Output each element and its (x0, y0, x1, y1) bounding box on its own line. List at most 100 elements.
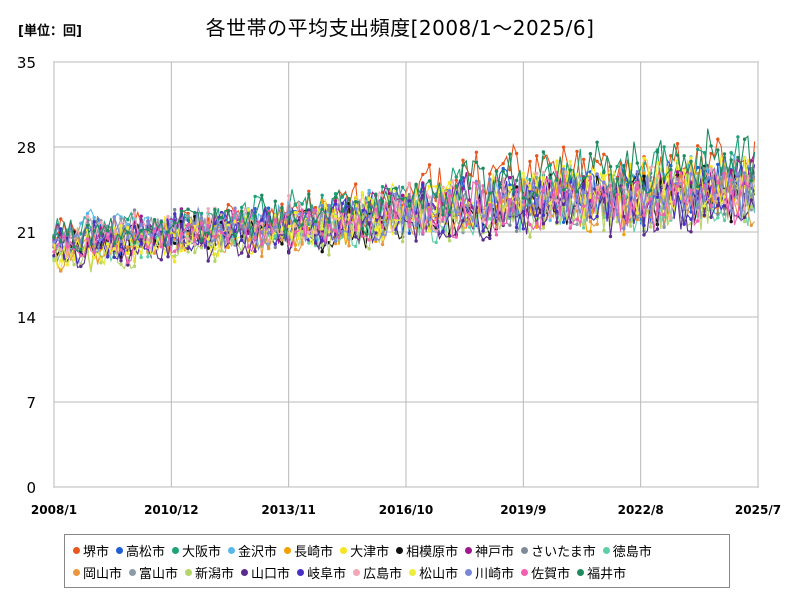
data-point (561, 164, 566, 168)
data-point (59, 252, 63, 256)
data-point (99, 231, 103, 236)
data-point (246, 245, 251, 249)
data-point (354, 207, 358, 211)
data-point (394, 186, 398, 190)
data-point (186, 237, 190, 241)
data-point (635, 215, 639, 219)
data-point (139, 228, 143, 232)
data-point (199, 246, 204, 250)
data-point (421, 172, 425, 177)
data-point (253, 194, 257, 199)
legend-label: 神戸市 (475, 544, 515, 560)
data-point (253, 249, 257, 253)
data-point (655, 202, 660, 206)
data-point (206, 237, 210, 241)
data-point (226, 203, 230, 207)
data-point (582, 215, 586, 219)
data-point (307, 189, 311, 193)
legend-marker (409, 568, 417, 576)
data-point (293, 219, 298, 223)
data-point (696, 165, 700, 170)
data-point (568, 226, 572, 230)
data-point (722, 212, 727, 216)
data-point (354, 228, 358, 232)
data-point (85, 223, 90, 228)
data-point (582, 157, 586, 162)
legend-item: 富山市 (129, 563, 178, 582)
data-point (642, 174, 646, 178)
data-point (736, 135, 740, 139)
data-point (441, 217, 445, 222)
data-point (548, 215, 552, 219)
data-point (555, 199, 559, 203)
data-point (327, 203, 331, 208)
data-point (568, 193, 572, 197)
data-point (173, 207, 177, 212)
data-point (481, 166, 485, 170)
data-point (434, 185, 438, 189)
data-point (79, 247, 83, 252)
data-point (742, 174, 747, 179)
data-point (280, 242, 284, 246)
data-point (139, 237, 143, 241)
legend-item: 高松市 (116, 541, 165, 560)
data-point (354, 244, 358, 249)
data-point (582, 176, 586, 180)
data-point (468, 225, 472, 229)
data-point (528, 235, 532, 239)
data-point (92, 220, 96, 224)
data-point (186, 214, 190, 218)
data-point (79, 221, 83, 225)
data-point (313, 208, 318, 212)
legend-item: 松山市 (409, 563, 458, 582)
data-point (119, 262, 123, 266)
data-point (729, 151, 733, 155)
data-point (266, 246, 271, 251)
data-point (139, 222, 143, 226)
data-point (662, 145, 666, 149)
data-point (709, 144, 713, 148)
data-point (159, 258, 163, 262)
gridlines (53, 61, 759, 488)
x-tick-label: 2013/11 (261, 503, 315, 517)
data-point (112, 215, 117, 219)
data-point (146, 245, 150, 250)
data-point (374, 228, 378, 232)
data-point (722, 218, 727, 223)
data-point (226, 226, 230, 230)
data-point (166, 214, 170, 219)
data-point (696, 185, 700, 189)
data-point (595, 222, 599, 226)
data-point (333, 195, 338, 199)
data-point (588, 152, 593, 156)
data-point (421, 193, 425, 198)
legend-label: 金沢市 (238, 544, 278, 560)
data-point (193, 250, 197, 255)
data-point (126, 222, 130, 227)
data-point (112, 229, 117, 233)
data-point (588, 210, 593, 215)
data-point (729, 178, 733, 182)
data-point (287, 194, 291, 198)
data-point (561, 167, 566, 171)
data-point (568, 180, 572, 184)
data-point (213, 259, 217, 263)
data-point (474, 179, 479, 183)
data-point (696, 144, 700, 148)
data-point (414, 239, 418, 243)
data-point (582, 185, 586, 189)
y-tick-label: 21 (17, 224, 36, 242)
legend-label: 相模原市 (406, 544, 459, 560)
data-point (307, 234, 311, 238)
data-point (508, 197, 512, 202)
data-point (193, 238, 197, 243)
data-point (206, 243, 210, 247)
data-point (407, 199, 412, 203)
data-point (374, 192, 378, 196)
data-point (481, 238, 485, 242)
data-point (132, 225, 137, 229)
data-point (615, 177, 619, 181)
data-point (240, 251, 244, 255)
data-point (273, 242, 277, 246)
data-point (132, 211, 137, 215)
